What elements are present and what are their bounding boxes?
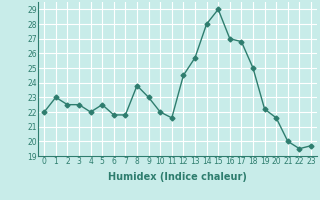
X-axis label: Humidex (Indice chaleur): Humidex (Indice chaleur) [108, 172, 247, 182]
